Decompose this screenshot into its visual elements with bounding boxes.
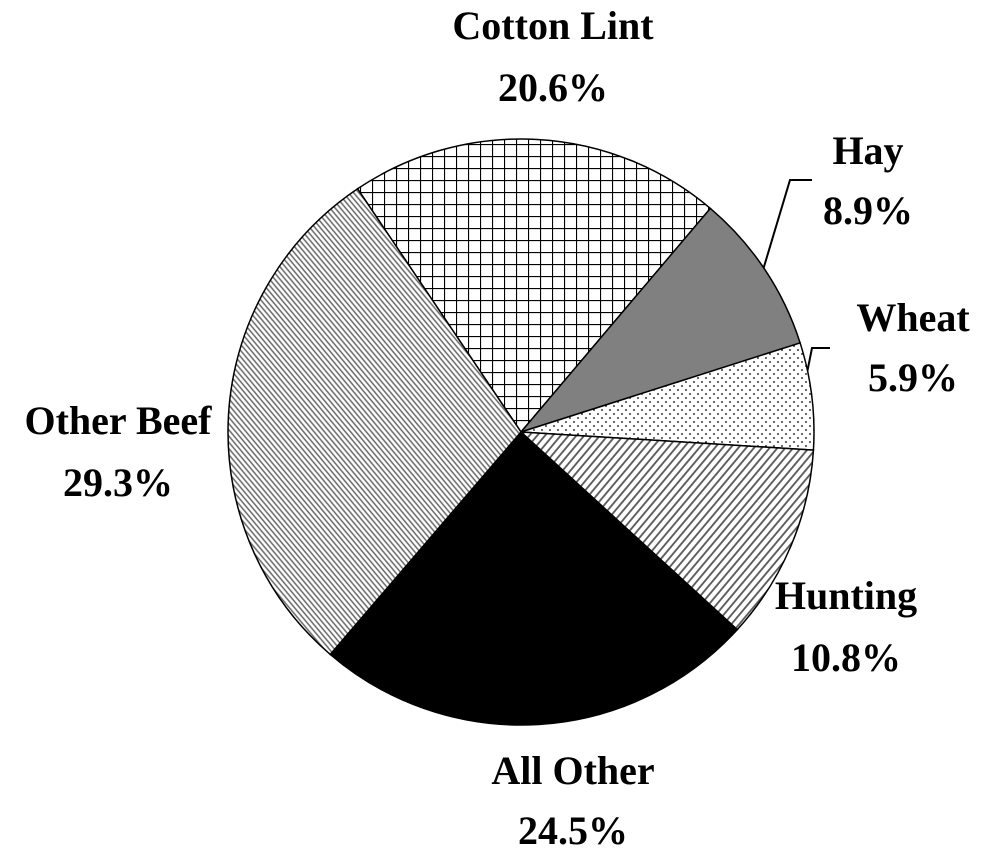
slice-value: 8.9%: [823, 188, 913, 233]
slice-value: 20.6%: [498, 65, 608, 110]
slice-value: 5.9%: [868, 355, 958, 400]
pie-slice: [356, 138, 712, 434]
pie-slice: [329, 430, 739, 726]
slice-value: 10.8%: [791, 635, 901, 680]
slice-label: Cotton Lint: [452, 3, 654, 48]
slice-label: Other Beef: [25, 398, 213, 443]
slice-label: All Other: [491, 748, 654, 793]
slice-label: Hay: [832, 128, 903, 173]
slice-value: 24.5%: [518, 808, 628, 852]
slice-label: Wheat: [856, 295, 970, 340]
pie-slice: [227, 187, 522, 656]
slice-value: 29.3%: [63, 460, 173, 505]
pie-slice: [518, 207, 802, 434]
pie-slice: [518, 431, 815, 631]
leader-line: [759, 179, 812, 281]
slice-label: Hunting: [775, 573, 917, 618]
